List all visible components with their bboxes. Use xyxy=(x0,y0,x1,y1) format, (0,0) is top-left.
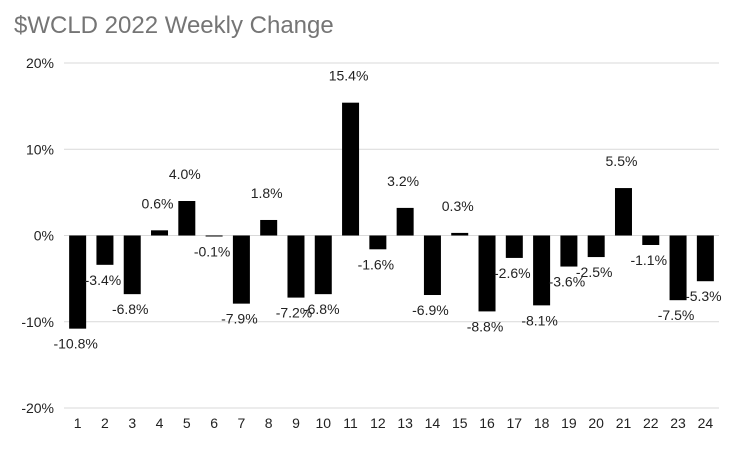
data-label: 15.4% xyxy=(329,68,369,84)
bar xyxy=(369,235,387,250)
x-tick-label: 5 xyxy=(183,415,191,431)
data-labels: -10.8% -3.4% -6.8% 0.6% 4.0% -0.1% -7.9% 1.8% -7… xyxy=(53,68,721,352)
bar xyxy=(69,235,87,329)
data-label: -5.3% xyxy=(685,288,722,304)
data-label: -8.1% xyxy=(521,312,558,328)
data-label: 4.0% xyxy=(169,166,201,182)
x-tick-label: 11 xyxy=(343,415,358,431)
x-tick-label: 3 xyxy=(128,415,136,431)
bar xyxy=(505,235,523,258)
x-tick-label: 22 xyxy=(643,415,659,431)
x-tick-label: 9 xyxy=(292,415,300,431)
y-tick-label: 0% xyxy=(34,228,54,244)
x-tick-label: 4 xyxy=(156,415,164,431)
bar xyxy=(423,235,441,296)
bar xyxy=(232,235,250,304)
x-tick-label: 7 xyxy=(237,415,245,431)
bars xyxy=(69,102,714,329)
x-tick-label: 24 xyxy=(698,415,714,431)
data-label: -7.5% xyxy=(658,307,695,323)
bar xyxy=(314,235,332,295)
bar xyxy=(478,235,496,312)
y-tick-label: 20% xyxy=(26,55,54,71)
bar xyxy=(260,219,278,236)
data-label: -7.9% xyxy=(221,311,258,327)
bar xyxy=(587,235,605,258)
bar xyxy=(396,207,414,236)
data-label: -7.2% xyxy=(276,305,313,321)
chart-title: $WCLD 2022 Weekly Change xyxy=(14,12,334,39)
x-tick-label: 8 xyxy=(265,415,273,431)
bar xyxy=(205,235,223,237)
x-tick-label: 1 xyxy=(74,415,82,431)
x-tick-label: 2 xyxy=(101,415,109,431)
data-label: 0.3% xyxy=(442,198,474,214)
x-tick-label: 13 xyxy=(397,415,413,431)
data-label: -1.6% xyxy=(358,256,395,272)
x-tick-label: 17 xyxy=(507,415,523,431)
bar xyxy=(123,235,141,295)
data-label: 1.8% xyxy=(251,185,283,201)
y-tick-label: -10% xyxy=(21,314,54,330)
x-tick-label: 18 xyxy=(534,415,550,431)
bar xyxy=(560,235,578,267)
bar xyxy=(451,232,469,236)
bar xyxy=(151,230,169,236)
x-tick-label: 14 xyxy=(425,415,441,431)
gridlines xyxy=(64,62,719,409)
data-label: -2.6% xyxy=(494,265,531,281)
data-label: -1.1% xyxy=(630,252,667,268)
x-axis-tick-labels: 1 2 3 4 5 6 7 8 9 10 11 12 13 14 15 16 17 18 19 20 21 22 23 24 xyxy=(74,415,714,431)
data-label: -6.8% xyxy=(303,301,340,317)
data-label: 3.2% xyxy=(387,173,419,189)
x-tick-label: 20 xyxy=(588,415,604,431)
x-tick-label: 10 xyxy=(315,415,331,431)
data-label: -8.8% xyxy=(467,318,504,334)
data-label: -6.8% xyxy=(112,301,149,317)
x-tick-label: 19 xyxy=(561,415,577,431)
data-label: -0.1% xyxy=(194,243,231,259)
x-tick-label: 12 xyxy=(370,415,386,431)
data-label: 5.5% xyxy=(606,153,638,169)
x-tick-label: 16 xyxy=(479,415,495,431)
y-tick-label: -20% xyxy=(21,400,54,416)
bar xyxy=(342,102,360,236)
x-tick-label: 6 xyxy=(210,415,218,431)
bar xyxy=(696,235,714,282)
bar xyxy=(669,235,687,301)
bar xyxy=(533,235,551,306)
data-label: -2.5% xyxy=(576,264,613,280)
bar xyxy=(178,201,196,236)
data-label: -10.8% xyxy=(53,336,97,352)
y-axis-tick-labels: 20% 10% 0% -10% -20% xyxy=(21,55,54,416)
x-tick-label: 23 xyxy=(670,415,686,431)
data-label: 0.6% xyxy=(142,195,174,211)
x-tick-label: 21 xyxy=(616,415,632,431)
data-label: -3.6% xyxy=(549,274,586,290)
bar xyxy=(96,235,114,265)
bar xyxy=(614,188,632,236)
data-label: -3.4% xyxy=(85,272,122,288)
bar xyxy=(287,235,305,298)
x-tick-label: 15 xyxy=(452,415,468,431)
data-label: -6.9% xyxy=(412,302,449,318)
bar xyxy=(642,235,660,245)
y-tick-label: 10% xyxy=(26,141,54,157)
